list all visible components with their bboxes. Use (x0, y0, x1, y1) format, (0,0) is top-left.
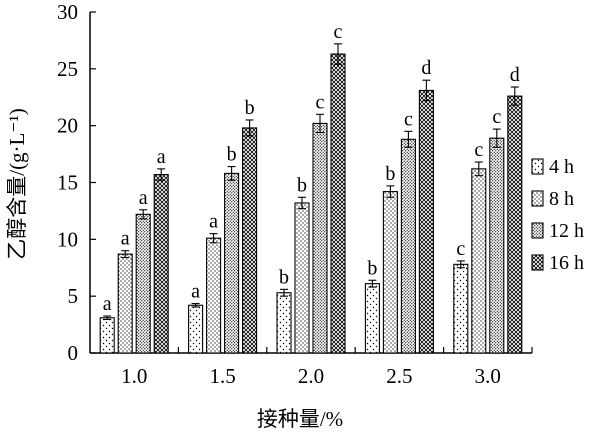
y-tick-label: 20 (57, 114, 78, 138)
data-label: c (492, 106, 501, 128)
bar (382, 191, 398, 354)
data-label: c (404, 108, 413, 130)
bar (242, 127, 258, 354)
data-label: d (510, 64, 520, 86)
bar (276, 292, 292, 354)
data-label: a (209, 211, 218, 233)
bar (99, 317, 115, 354)
legend-swatch (531, 222, 544, 239)
legend-label: 8 h (549, 188, 574, 210)
data-label: a (121, 228, 130, 250)
legend-swatch (531, 254, 544, 271)
bar (507, 95, 523, 354)
bar (312, 122, 328, 354)
bar (117, 253, 133, 354)
bar (206, 237, 222, 354)
y-tick-label: 30 (57, 0, 78, 24)
data-label: d (421, 57, 431, 79)
bar (364, 283, 380, 354)
bar (418, 89, 434, 354)
data-label: c (456, 238, 465, 260)
legend-swatch (531, 190, 544, 207)
bar (294, 202, 310, 354)
legend-swatch (531, 158, 544, 175)
bar (489, 137, 505, 354)
legend-label: 16 h (549, 252, 584, 274)
bar (400, 138, 416, 354)
data-label: a (157, 146, 166, 168)
x-axis-title: 接种量/% (257, 407, 343, 431)
bar (471, 168, 487, 354)
data-label: a (103, 293, 112, 315)
data-label: a (139, 187, 148, 209)
y-tick-label: 25 (57, 57, 78, 81)
data-label: b (385, 163, 395, 185)
data-label: c (316, 91, 325, 113)
x-tick-label: 1.5 (209, 364, 235, 388)
bar (224, 172, 240, 354)
data-label: c (334, 21, 343, 43)
x-tick-label: 2.0 (298, 364, 324, 388)
x-tick-label: 2.5 (386, 364, 412, 388)
data-label: b (367, 257, 377, 279)
bar (188, 304, 204, 354)
legend-label: 12 h (549, 220, 584, 242)
x-tick-label: 3.0 (475, 364, 501, 388)
bar (330, 53, 346, 354)
legend-label: 4 h (549, 156, 574, 178)
data-label: b (227, 144, 237, 166)
data-label: b (245, 97, 255, 119)
plot-area: 0510152025301.0aaaa1.5aabb2.0bbcc2.5bbcd… (57, 0, 584, 388)
y-tick-label: 5 (68, 284, 79, 308)
y-tick-label: 0 (68, 341, 79, 365)
y-tick-label: 15 (57, 171, 78, 195)
data-label: a (191, 281, 200, 303)
data-label: b (279, 266, 289, 288)
bar (135, 213, 151, 354)
y-axis-title: 乙醇含量/(g·L⁻¹) (5, 108, 29, 260)
bar (153, 173, 169, 354)
x-tick-label: 1.0 (121, 364, 147, 388)
bar (453, 263, 469, 354)
y-tick-label: 10 (57, 227, 78, 251)
data-label: b (297, 174, 307, 196)
data-label: c (474, 139, 483, 161)
